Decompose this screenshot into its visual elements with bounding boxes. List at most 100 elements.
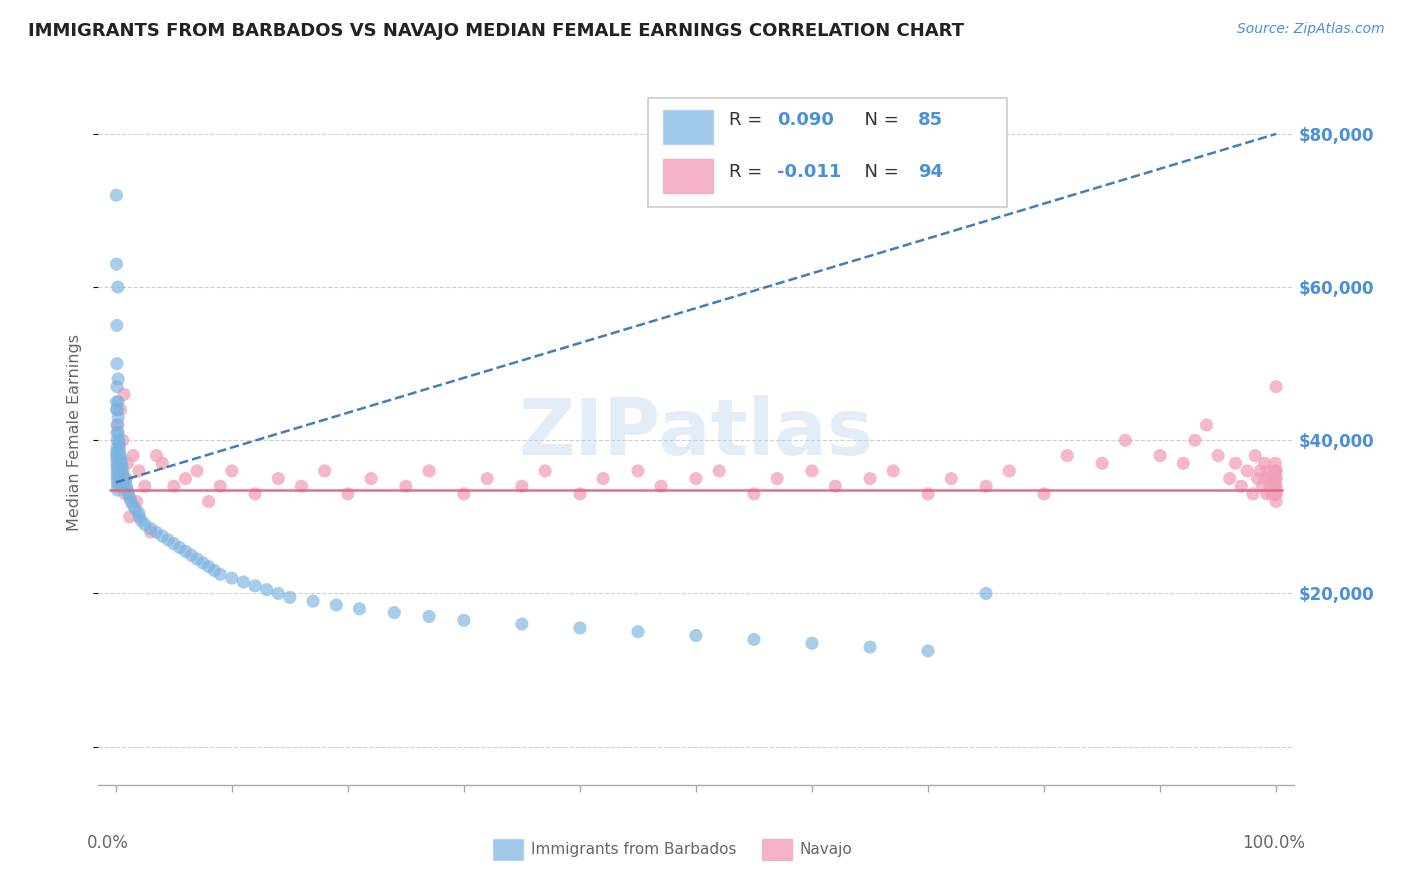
Point xyxy=(685,629,707,643)
Point xyxy=(1264,456,1286,470)
Point xyxy=(191,556,214,570)
Point xyxy=(859,640,882,654)
Point xyxy=(128,509,150,524)
Point xyxy=(1265,472,1288,486)
Point xyxy=(475,472,498,486)
Point xyxy=(150,529,173,543)
Point xyxy=(1033,487,1056,501)
Point xyxy=(114,487,136,501)
Point xyxy=(1173,456,1195,470)
Point xyxy=(534,464,557,478)
Point xyxy=(105,395,128,409)
Point xyxy=(105,467,128,482)
Point xyxy=(243,579,266,593)
Point xyxy=(1251,479,1274,493)
Point xyxy=(917,487,939,501)
Point xyxy=(395,479,418,493)
Point xyxy=(105,452,128,467)
Point xyxy=(108,444,131,458)
Point xyxy=(174,472,197,486)
Point xyxy=(110,452,132,467)
Point xyxy=(108,441,131,455)
Point xyxy=(107,425,129,440)
Point xyxy=(131,514,153,528)
Point xyxy=(115,472,138,486)
Text: Immigrants from Barbados: Immigrants from Barbados xyxy=(531,842,737,857)
Point xyxy=(204,564,226,578)
Point xyxy=(742,487,765,501)
Point xyxy=(186,552,208,566)
Point xyxy=(1265,464,1288,478)
Point xyxy=(685,472,707,486)
Point xyxy=(107,479,129,493)
Point xyxy=(105,444,128,458)
Point xyxy=(1256,487,1278,501)
Text: 85: 85 xyxy=(918,112,943,129)
Point xyxy=(105,402,128,417)
FancyBboxPatch shape xyxy=(494,839,523,861)
Point xyxy=(859,472,882,486)
Point xyxy=(139,525,162,540)
Point xyxy=(1244,449,1267,463)
Point xyxy=(1264,472,1286,486)
Point xyxy=(105,456,128,470)
Text: Source: ZipAtlas.com: Source: ZipAtlas.com xyxy=(1237,22,1385,37)
Point xyxy=(209,567,232,582)
Point xyxy=(1265,494,1288,508)
Point xyxy=(882,464,904,478)
Point xyxy=(163,479,186,493)
Point xyxy=(360,472,382,486)
Point xyxy=(256,582,278,597)
Point xyxy=(1264,479,1286,493)
Point xyxy=(742,632,765,647)
Point xyxy=(453,487,475,501)
Point xyxy=(627,464,650,478)
Point xyxy=(107,410,129,425)
Text: -0.011: -0.011 xyxy=(778,163,842,181)
Point xyxy=(941,472,963,486)
Point xyxy=(974,479,997,493)
Point xyxy=(110,402,132,417)
Point xyxy=(336,487,359,501)
Point xyxy=(221,464,243,478)
Text: ZIPatlas: ZIPatlas xyxy=(519,394,873,471)
Point xyxy=(111,460,134,475)
Point xyxy=(1263,464,1285,478)
Point xyxy=(1265,479,1288,493)
Point xyxy=(128,464,150,478)
FancyBboxPatch shape xyxy=(762,839,792,861)
Point xyxy=(105,449,128,463)
Point xyxy=(917,644,939,658)
Point xyxy=(125,494,148,508)
Point xyxy=(122,449,145,463)
Text: R =: R = xyxy=(730,112,769,129)
Point xyxy=(232,574,254,589)
Point xyxy=(117,483,139,497)
Point xyxy=(118,491,141,505)
Point xyxy=(568,487,591,501)
Point xyxy=(107,475,129,490)
Point xyxy=(186,464,208,478)
FancyBboxPatch shape xyxy=(648,98,1007,207)
Point xyxy=(801,464,824,478)
FancyBboxPatch shape xyxy=(662,159,713,193)
Point xyxy=(174,544,197,558)
Text: N =: N = xyxy=(852,112,904,129)
Point xyxy=(209,479,232,493)
Point xyxy=(1258,479,1281,493)
Point xyxy=(766,472,789,486)
Text: IMMIGRANTS FROM BARBADOS VS NAVAJO MEDIAN FEMALE EARNINGS CORRELATION CHART: IMMIGRANTS FROM BARBADOS VS NAVAJO MEDIA… xyxy=(28,22,965,40)
Point xyxy=(1254,472,1277,486)
Point xyxy=(105,460,128,475)
Text: N =: N = xyxy=(852,163,904,181)
Point xyxy=(108,437,131,451)
Point xyxy=(267,586,290,600)
Point xyxy=(290,479,312,493)
Point xyxy=(114,475,136,490)
Point xyxy=(1091,456,1114,470)
Point xyxy=(105,379,128,393)
Point xyxy=(122,499,145,513)
Point xyxy=(243,487,266,501)
Point xyxy=(139,521,162,535)
Point xyxy=(118,509,141,524)
